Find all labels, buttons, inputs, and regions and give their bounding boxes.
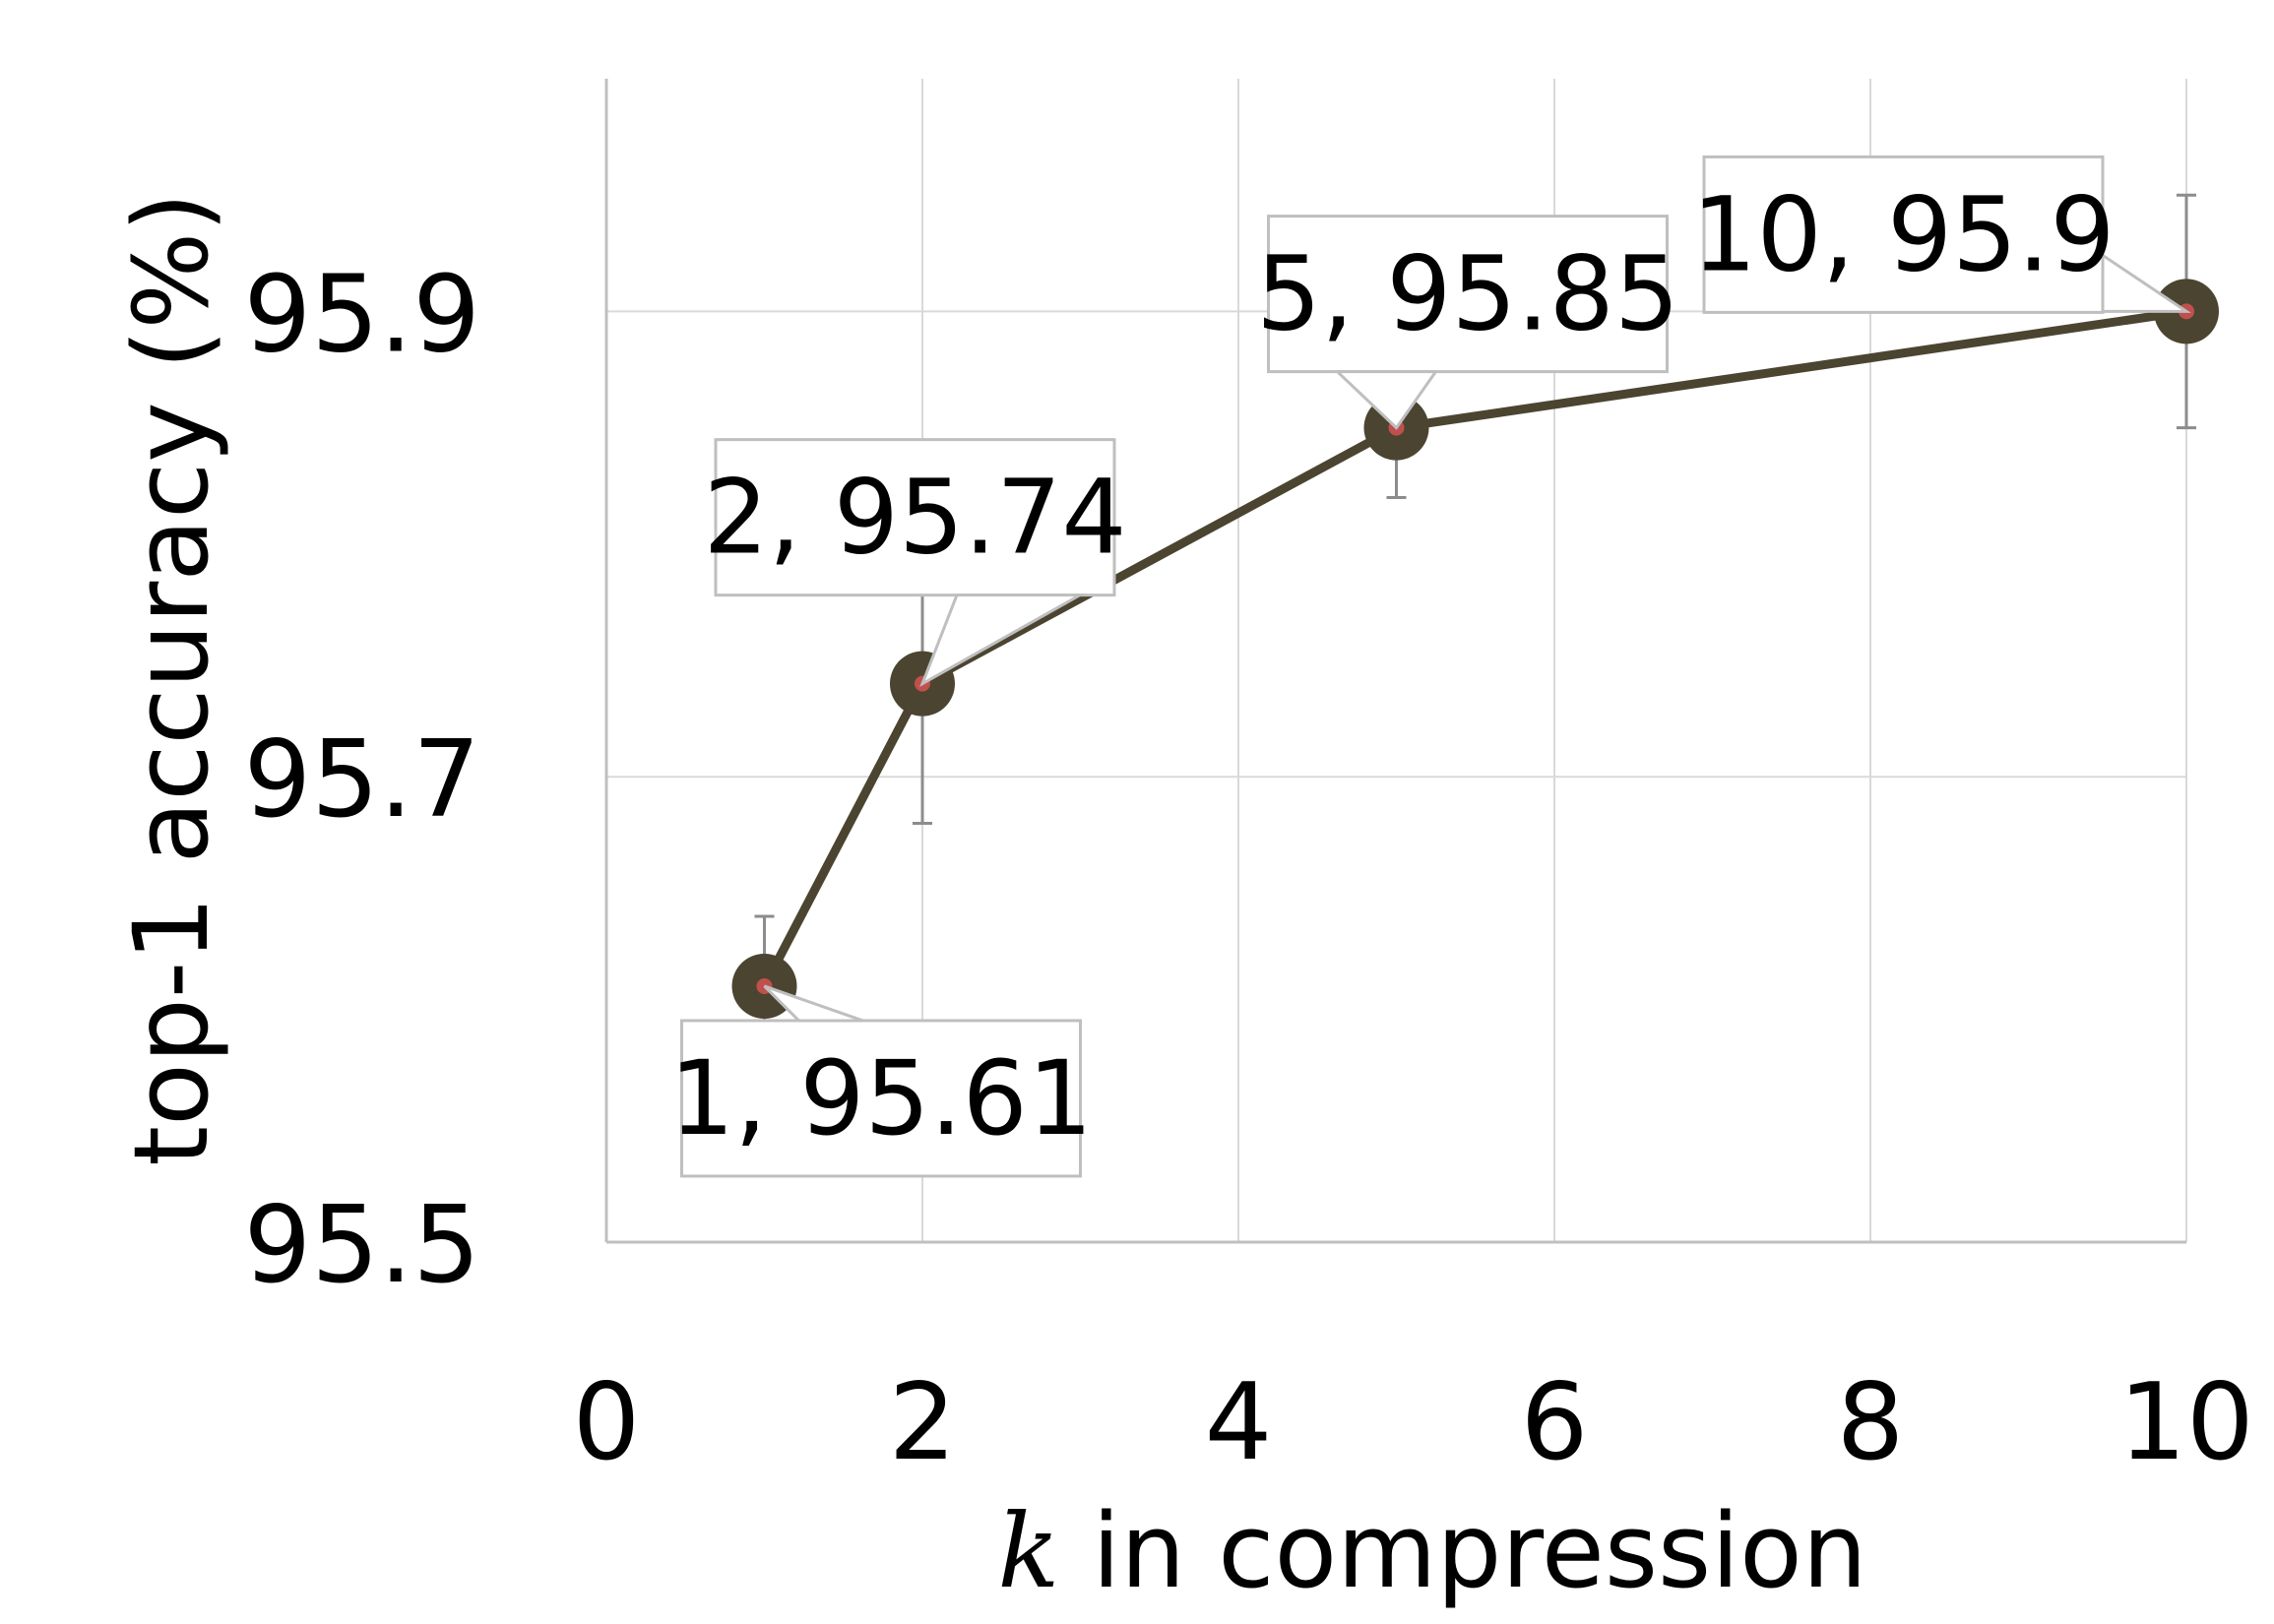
x-axis-title: k in compression — [997, 1491, 1866, 1611]
data-label-callouts: 1, 95.61 2, 95.74 5, 95.85 10, 95.9 — [669, 155, 2191, 1178]
data-label: 2, 95.74 — [703, 438, 1127, 688]
data-label-box — [1702, 155, 2105, 314]
data-label-box — [714, 438, 1116, 597]
data-label: 5, 95.85 — [1256, 215, 1679, 430]
y-tick-label: 95.7 — [244, 718, 480, 842]
data-label-box — [1267, 215, 1669, 374]
data-label-pointer — [919, 593, 1086, 688]
data-label-pointer — [763, 984, 863, 1023]
x-tick-label: 8 — [1837, 1361, 1905, 1484]
data-label-text: 2, 95.74 — [703, 458, 1126, 578]
x-tick-label: 6 — [1521, 1361, 1589, 1484]
data-label: 1, 95.61 — [669, 984, 1093, 1178]
x-tick-label: 2 — [889, 1361, 957, 1484]
y-axis-title: top-1 accuracy (%) — [111, 192, 231, 1165]
data-label-pointer — [2101, 252, 2191, 313]
tick-labels: 0 2 4 6 8 10 95.5 95.7 95.9 — [244, 253, 2254, 1484]
data-label-box — [680, 1019, 1082, 1178]
data-label: 10, 95.9 — [1691, 155, 2191, 314]
y-tick-label: 95.9 — [244, 253, 480, 376]
x-tick-label: 10 — [2118, 1361, 2253, 1484]
axes — [604, 79, 2186, 1244]
data-label-text: 1, 95.61 — [669, 1038, 1093, 1158]
series-line — [760, 306, 2187, 989]
y-tick-label: 95.5 — [244, 1184, 480, 1307]
data-label-pointer — [1333, 370, 1439, 430]
data-label-text: 5, 95.85 — [1256, 234, 1679, 354]
x-tick-label: 0 — [573, 1361, 641, 1484]
data-label-text: 10, 95.9 — [1691, 174, 2115, 294]
x-tick-label: 4 — [1205, 1361, 1273, 1484]
